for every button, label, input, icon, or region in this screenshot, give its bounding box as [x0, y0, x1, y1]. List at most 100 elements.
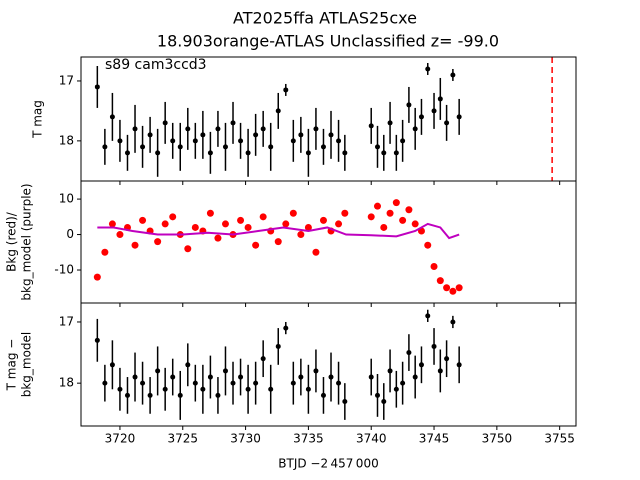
point: [124, 150, 130, 156]
point: [116, 231, 124, 239]
point: [305, 150, 311, 156]
point: [449, 287, 457, 295]
point: [222, 368, 228, 374]
point: [298, 374, 304, 380]
axes-frame: [80, 56, 577, 182]
point: [456, 362, 462, 368]
point: [319, 216, 327, 224]
point: [368, 123, 374, 129]
point: [268, 144, 274, 150]
point: [117, 386, 123, 392]
x-tick-label: 3725: [167, 432, 198, 446]
point: [283, 87, 289, 93]
point: [161, 220, 169, 228]
point: [147, 392, 153, 398]
point: [368, 374, 374, 380]
point: [253, 132, 259, 138]
point: [374, 392, 380, 398]
point: [411, 220, 419, 228]
point: [335, 220, 343, 228]
y-tick-label: 0: [66, 227, 74, 241]
point: [214, 234, 222, 242]
y-axis-label: T mag −: [5, 339, 19, 392]
point: [215, 126, 221, 132]
point: [336, 138, 342, 144]
point: [222, 144, 228, 150]
point: [393, 150, 399, 156]
point: [268, 386, 274, 392]
point: [124, 392, 130, 398]
point: [412, 374, 418, 380]
point: [374, 144, 380, 150]
point: [283, 325, 289, 331]
x-tick-label: 3750: [482, 432, 513, 446]
point: [192, 380, 198, 386]
point: [456, 114, 462, 120]
point: [155, 368, 161, 374]
point: [185, 362, 191, 368]
point: [230, 380, 236, 386]
x-tick-label: 3720: [105, 432, 136, 446]
point: [444, 120, 450, 126]
point: [320, 392, 326, 398]
x-tick-label: 3730: [230, 432, 261, 446]
point: [393, 386, 399, 392]
point: [328, 132, 334, 138]
point: [139, 216, 147, 224]
plot-area: [94, 57, 553, 181]
point: [102, 380, 108, 386]
point: [155, 150, 161, 156]
point: [147, 132, 153, 138]
point: [430, 262, 438, 270]
point: [450, 72, 456, 78]
point: [154, 238, 162, 246]
y-axis-label: bkg_model: [20, 332, 34, 398]
point: [342, 150, 348, 156]
x-tick-label: 3740: [356, 432, 387, 446]
point: [425, 313, 431, 319]
y-tick-label: 17: [59, 73, 74, 87]
point: [418, 114, 424, 120]
point: [297, 231, 305, 239]
point: [238, 374, 244, 380]
point: [305, 386, 311, 392]
point: [237, 216, 245, 224]
point: [162, 120, 168, 126]
point: [386, 209, 394, 217]
x-tick-label: 3735: [293, 432, 324, 446]
point: [132, 374, 138, 380]
point: [131, 241, 139, 249]
point: [290, 138, 296, 144]
point: [282, 220, 290, 228]
point: [406, 350, 412, 356]
point: [289, 209, 297, 217]
point: [290, 380, 296, 386]
point: [109, 362, 115, 368]
point: [238, 138, 244, 144]
point: [207, 374, 213, 380]
point: [253, 380, 259, 386]
point: [274, 238, 282, 246]
point: [177, 392, 183, 398]
y-tick-label: 17: [59, 314, 74, 328]
plot-area: [94, 309, 462, 420]
point: [406, 102, 412, 108]
point: [170, 374, 176, 380]
y-axis-label: bkg_model (purple): [20, 183, 34, 300]
point: [437, 96, 443, 102]
point: [184, 245, 192, 253]
point: [387, 368, 393, 374]
point: [200, 132, 206, 138]
point: [200, 386, 206, 392]
point: [341, 209, 349, 217]
point: [392, 199, 400, 207]
x-axis-label: BTJD −2 457 000: [278, 457, 378, 471]
point: [443, 284, 451, 292]
point: [455, 284, 463, 292]
point: [373, 202, 381, 210]
point: [244, 223, 252, 231]
point: [431, 108, 437, 114]
point: [342, 399, 348, 405]
point: [336, 380, 342, 386]
